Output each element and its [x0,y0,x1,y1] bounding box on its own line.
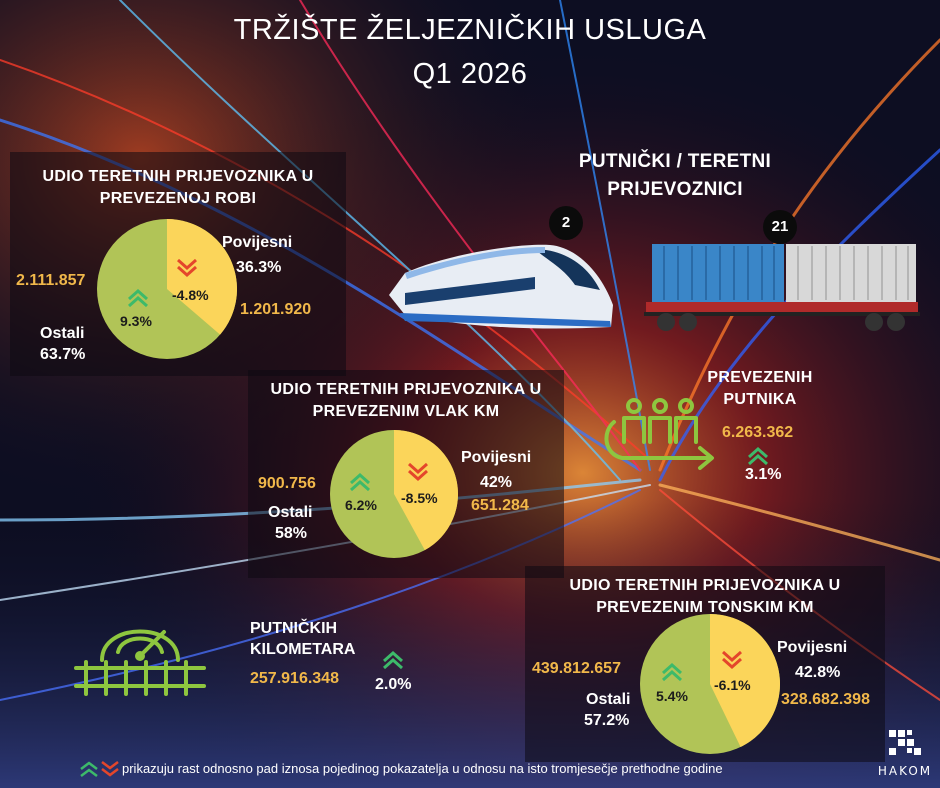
passengers-label-line2: PUTNIKA [723,391,797,408]
goods-down-arrow-icon [177,258,197,278]
km-change: 2.0% [375,676,412,693]
speedometer-track-icon [74,629,206,696]
vlak-km-ostali-label: Ostali [268,504,313,521]
goods-povijesni-change: -4.8% [172,287,209,303]
tonskim-km-title-line1: UDIO TERETNIH PRIJEVOZNIKA U [569,577,841,594]
goods-ostali-value: 2.111.857 [16,272,86,289]
goods-pie-chart [97,219,237,359]
vlak-km-povijesni-label: Povijesni [461,449,532,466]
goods-ostali-label: Ostali [40,325,85,342]
vlak-km-ostali-value: 900.756 [258,475,316,492]
vlak-km-povijesni-pct: 42% [480,474,513,491]
goods-ostali-change: 9.3% [120,313,152,329]
hakom-logo-text: HAKOM [877,764,933,778]
tonskim-km-slice-povijesni [710,614,780,747]
vlak-km-pie-chart [330,430,458,558]
page-title-line2: Q1 2026 [412,58,528,90]
vlak-km-povijesni-value: 651.284 [471,497,529,514]
goods-title-line1: UDIO TERETNIH PRIJEVOZNIKA U [42,168,314,185]
km-up-arrow-icon [383,650,403,670]
footnote-text: prikazuju rast odnosno pad iznosa pojedi… [122,761,723,776]
tonskim-km-povijesni-change: -6.1% [714,677,751,693]
tonskim-km-title: UDIO TERETNIH PRIJEVOZNIKA U PREVEZENIM … [525,575,885,619]
passengers-label-line1: PREVEZENIH [707,369,813,386]
passengers-label: PREVEZENIH PUTNIKA [695,367,825,411]
tonskim-km-pie-chart [640,614,780,754]
tonskim-km-ostali-pct: 57.2% [584,712,630,729]
tonskim-km-title-line2: PREVEZENIM TONSKIM KM [596,599,814,616]
passengers-up-arrow-icon [748,446,768,466]
vlak-km-ostali-change: 6.2% [345,497,377,513]
vlak-km-up-arrow-icon [350,472,370,492]
carriers-title: PUTNIČKI / TERETNI PRIJEVOZNICI [545,148,805,204]
goods-title: UDIO TERETNIH PRIJEVOZNIKA U PREVEZENOJ … [10,166,346,210]
hakom-logo-icon [889,730,921,755]
tonskim-km-down-arrow-icon [722,650,742,670]
goods-ostali-pct: 63.7% [40,346,86,363]
km-label: PUTNIČKIH KILOMETARA [250,618,355,660]
goods-slice-povijesni [167,219,237,335]
page-title-line1: TRŽIŠTE ŽELJEZNIČKIH USLUGA [233,14,707,46]
tonskim-km-povijesni-label: Povijesni [777,639,848,656]
vlak-km-title-line2: PREVEZENIM VLAK KM [312,403,500,420]
vlak-km-title: UDIO TERETNIH PRIJEVOZNIKA U PREVEZENIM … [248,379,564,423]
tonskim-km-povijesni-pct: 42.8% [795,664,841,681]
passengers-group-icon [604,398,714,470]
goods-povijesni-pct: 36.3% [236,259,282,276]
legend-down-arrow-icon [101,761,119,777]
carriers-title-line2: PRIJEVOZNICI [607,179,743,200]
vlak-km-ostali-pct: 58% [275,525,308,542]
freight-carrier-count-badge: 21 [763,210,797,244]
goods-povijesni-label: Povijesni [222,234,293,251]
legend-up-arrow-icon [80,761,98,777]
goods-povijesni-value: 1.201.920 [240,301,312,318]
tonskim-km-ostali-label: Ostali [586,691,631,708]
vlak-km-down-arrow-icon [408,462,428,482]
passengers-change: 3.1% [745,466,782,483]
passenger-carrier-count-badge: 2 [549,206,583,240]
passengers-value: 6.263.362 [722,424,794,441]
carriers-title-line1: PUTNIČKI / TERETNI [578,151,772,172]
vlak-km-title-line1: UDIO TERETNIH PRIJEVOZNIKA U [270,381,542,398]
tonskim-km-up-arrow-icon [662,662,682,682]
tonskim-km-ostali-change: 5.4% [656,688,688,704]
km-label-line2: KILOMETARA [250,641,356,658]
vlak-km-slice-povijesni [394,430,458,551]
passenger-train-icon [389,244,613,329]
tonskim-km-ostali-value: 439.812.657 [532,660,621,677]
km-value: 257.916.348 [250,670,339,687]
km-label-line1: PUTNIČKIH [250,620,338,637]
goods-title-line2: PREVEZENOJ ROBI [99,190,257,207]
tonskim-km-povijesni-value: 328.682.398 [781,691,870,708]
goods-up-arrow-icon [128,288,148,308]
vlak-km-povijesni-change: -8.5% [401,490,438,506]
freight-wagon-icon [644,244,920,331]
